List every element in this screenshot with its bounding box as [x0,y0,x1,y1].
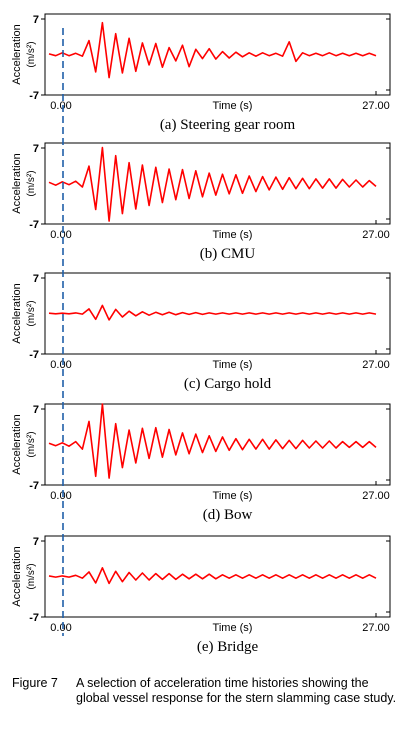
acceleration-series-line [48,567,377,585]
y-tick-label: -7 [29,90,39,102]
chart-panel: 7 -7 Acceleration (m/s²) 0.00 27.00 Time (s) (e… [11,535,391,655]
y-tick-label: 7 [33,143,39,155]
x-axis-label: Time (s) [213,622,253,634]
y-tick-label: 7 [33,273,39,285]
plot-frame [44,142,391,225]
acceleration-series-line [48,146,377,222]
plot-frame [44,13,391,96]
plot-frame [44,272,391,355]
y-axis-unit: (m/s²) [26,41,37,67]
panel-label: (a) Steering gear room [160,117,296,133]
y-axis-label: Acceleration [11,153,23,214]
y-tick-label: 7 [33,404,39,416]
figure-label: Figure 7 [12,676,58,690]
y-axis-label: Acceleration [11,546,23,607]
x-tick-label: 27.00 [362,490,390,502]
x-tick-label: 27.00 [362,229,390,241]
x-axis-label: Time (s) [213,100,253,112]
figure-caption-text: A selection of acceleration time histori… [76,676,397,705]
y-axis-unit: (m/s²) [26,300,37,326]
x-tick-label: 0.00 [50,229,71,241]
y-tick-label: -7 [29,612,39,624]
y-tick-label: -7 [29,349,39,361]
y-axis-label: Acceleration [11,24,23,85]
chart-panel: 7 -7 Acceleration (m/s²) 0.00 27.00 Time (s) (b… [11,142,391,262]
y-tick-label: 7 [33,14,39,26]
plot-frame [44,535,391,618]
y-axis-unit: (m/s²) [26,563,37,589]
x-axis-label: Time (s) [213,359,253,371]
x-tick-label: 27.00 [362,622,390,634]
x-tick-label: 0.00 [50,359,71,371]
chart-panel: 7 -7 Acceleration (m/s²) 0.00 27.00 Time (s) (a… [11,13,391,133]
x-tick-label: 27.00 [362,100,390,112]
x-axis-label: Time (s) [213,229,253,241]
chart-panel: 7 -7 Acceleration (m/s²) 0.00 27.00 Time (s) (d… [11,403,391,523]
y-axis-label: Acceleration [11,283,23,344]
x-tick-label: 27.00 [362,359,390,371]
acceleration-series-line [48,304,377,321]
panel-label: (b) CMU [200,246,256,262]
x-tick-label: 0.00 [50,100,71,112]
x-tick-label: 0.00 [50,622,71,634]
chart-panel: 7 -7 Acceleration (m/s²) 0.00 27.00 Time (s) (c… [11,272,391,392]
acceleration-series-line [48,403,377,479]
panel-label: (e) Bridge [197,639,259,655]
y-tick-label: 7 [33,536,39,548]
plot-frame [44,403,391,486]
x-axis-label: Time (s) [213,490,253,502]
panel-label: (d) Bow [203,507,253,523]
y-axis-unit: (m/s²) [26,170,37,196]
x-tick-label: 0.00 [50,490,71,502]
y-axis-unit: (m/s²) [26,431,37,457]
y-tick-label: -7 [29,480,39,492]
y-tick-label: -7 [29,219,39,231]
acceleration-series-line [48,21,377,79]
panel-label: (c) Cargo hold [184,376,272,392]
y-axis-label: Acceleration [11,414,23,475]
